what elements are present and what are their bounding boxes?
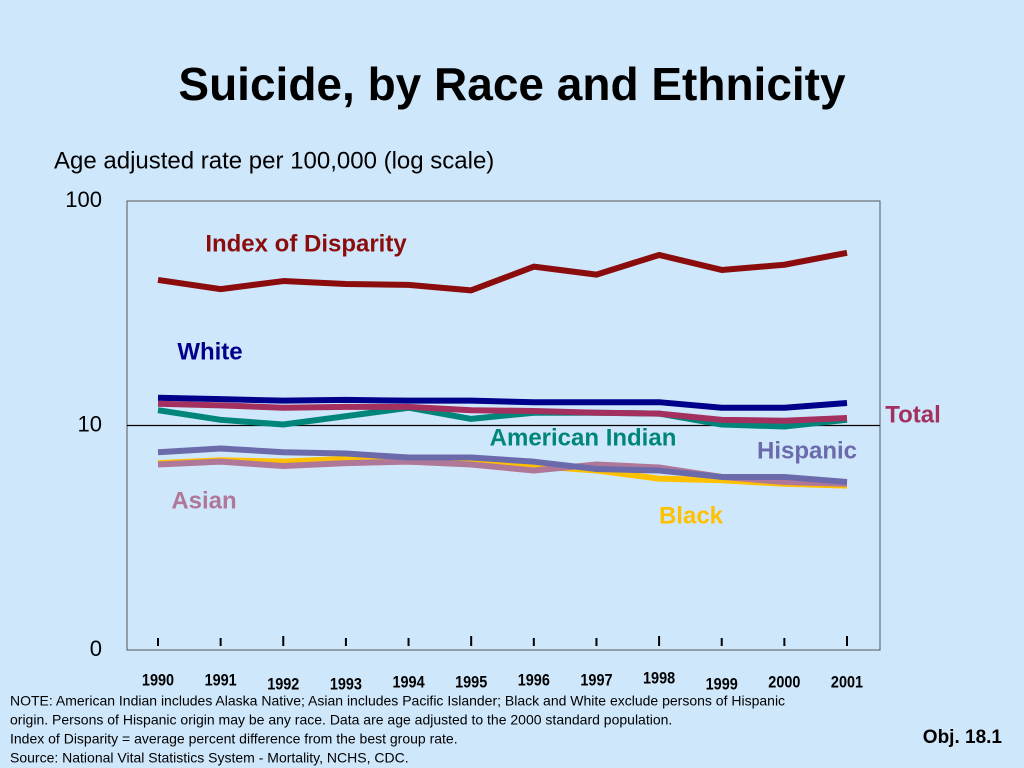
footnote: origin. Persons of Hispanic origin may b… bbox=[10, 712, 672, 728]
series-line bbox=[157, 394, 848, 411]
y-tick-label: 10 bbox=[78, 411, 102, 436]
series-label: Index of Disparity bbox=[205, 230, 407, 257]
y-tick-label: 100 bbox=[65, 187, 102, 212]
objective: Obj. 18.1 bbox=[923, 727, 1003, 748]
footnote: Source: National Vital Statistics System… bbox=[10, 750, 409, 766]
x-tick-label: 1998 bbox=[643, 669, 675, 687]
x-tick-label: 1995 bbox=[455, 673, 487, 691]
x-tick-label: 1996 bbox=[518, 671, 550, 689]
chart-title: Suicide, by Race and Ethnicity bbox=[178, 58, 846, 110]
x-tick-label: 1997 bbox=[580, 671, 612, 689]
footnote: NOTE: American Indian includes Alaska Na… bbox=[10, 693, 785, 709]
series-label: Black bbox=[659, 502, 724, 529]
series-label: White bbox=[177, 338, 242, 365]
y-tick-label: 0 bbox=[90, 636, 102, 661]
x-tick-label: 2000 bbox=[768, 673, 800, 691]
x-tick-label: 1990 bbox=[142, 671, 174, 689]
x-tick-label: 1999 bbox=[706, 675, 738, 693]
series-line bbox=[157, 445, 848, 486]
series-line bbox=[157, 458, 848, 487]
series-label: Asian bbox=[171, 487, 236, 514]
series-line bbox=[157, 400, 848, 424]
series-label: Total bbox=[885, 401, 941, 428]
series-line bbox=[157, 404, 848, 430]
x-tick-label: 1992 bbox=[267, 675, 299, 693]
x-tick-label: 2001 bbox=[831, 673, 863, 691]
x-tick-label: 1993 bbox=[330, 675, 362, 693]
y-axis-label: Age adjusted rate per 100,000 (log scale… bbox=[54, 147, 494, 174]
x-tick-label: 1994 bbox=[392, 673, 424, 691]
footnote: Index of Disparity = average percent dif… bbox=[10, 731, 458, 747]
series-label: Hispanic bbox=[757, 437, 857, 464]
series-line bbox=[157, 249, 848, 294]
x-tick-label: 1991 bbox=[205, 671, 237, 689]
series-label: American Indian bbox=[490, 424, 677, 451]
